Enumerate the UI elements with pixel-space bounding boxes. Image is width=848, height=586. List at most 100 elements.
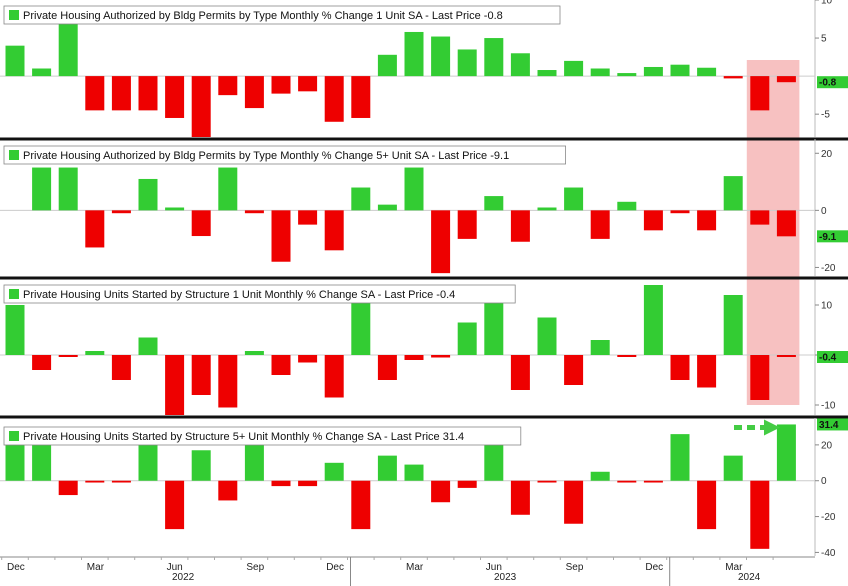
x-year-label: 2024 xyxy=(738,572,761,583)
bar xyxy=(165,207,185,211)
bar xyxy=(32,355,52,370)
bar xyxy=(564,187,584,211)
last-price-tag xyxy=(817,418,848,431)
bar xyxy=(271,210,291,262)
y-tick-label: -20 xyxy=(821,263,836,274)
legend-box xyxy=(3,284,516,304)
legend-swatch xyxy=(9,289,19,299)
x-month-label: Mar xyxy=(406,562,424,573)
bar xyxy=(537,70,557,77)
bar xyxy=(85,480,105,483)
bar xyxy=(564,480,584,524)
bar xyxy=(58,167,78,211)
bar xyxy=(670,64,690,77)
bar xyxy=(537,317,557,355)
bar xyxy=(697,210,717,231)
bar xyxy=(457,210,477,239)
last-price-label: 31.4 xyxy=(819,420,839,431)
bar xyxy=(85,210,105,248)
bar xyxy=(58,355,78,357)
bar xyxy=(457,480,477,488)
bar xyxy=(590,340,610,355)
bar xyxy=(723,295,743,355)
bar xyxy=(271,355,291,375)
legend-swatch xyxy=(9,10,19,20)
y-tick-label: 5 xyxy=(821,34,827,45)
bar xyxy=(298,355,318,363)
bar xyxy=(670,434,690,481)
bar xyxy=(111,480,131,483)
legend-title: Private Housing Authorized by Bldg Permi… xyxy=(23,150,509,162)
bar xyxy=(298,480,318,487)
legend-title: Private Housing Authorized by Bldg Permi… xyxy=(23,10,503,22)
bar xyxy=(431,355,451,358)
y-tick-label: -10 xyxy=(821,401,836,412)
bar xyxy=(537,480,557,483)
bar xyxy=(218,167,238,211)
bar xyxy=(165,480,185,530)
bar xyxy=(244,76,264,109)
x-month-label: Mar xyxy=(87,562,105,573)
x-month-label: Dec xyxy=(645,562,663,573)
x-year-label: 2023 xyxy=(494,572,517,583)
bar xyxy=(457,49,477,77)
bar xyxy=(324,210,344,251)
bar xyxy=(590,68,610,77)
bar xyxy=(32,444,52,481)
y-tick-label: 20 xyxy=(821,149,833,160)
bar xyxy=(590,210,610,239)
y-tick-label: -40 xyxy=(821,548,836,559)
y-tick-label: 0 xyxy=(821,206,827,217)
bar xyxy=(404,167,424,211)
bar xyxy=(510,210,530,242)
bar xyxy=(404,355,424,360)
bar xyxy=(138,178,158,211)
bar xyxy=(298,210,318,225)
bar xyxy=(617,73,637,77)
bar xyxy=(750,355,770,400)
bar xyxy=(138,444,158,481)
bar xyxy=(351,302,371,355)
bar xyxy=(58,480,78,496)
panel-1: 10 5 -5 -0.8 Private Housing Authorized by B… xyxy=(0,0,848,141)
bar xyxy=(431,210,451,274)
bar xyxy=(5,305,25,355)
bar xyxy=(138,337,158,355)
last-price-label: -0.8 xyxy=(819,78,837,89)
y-tick-label: 10 xyxy=(821,0,833,7)
bar xyxy=(457,322,477,355)
bar xyxy=(351,480,371,530)
bar xyxy=(670,355,690,380)
bar xyxy=(165,355,185,415)
bar xyxy=(617,480,637,483)
bar xyxy=(85,351,105,355)
bar xyxy=(484,444,504,481)
bar xyxy=(643,210,663,231)
bar xyxy=(404,464,424,481)
bar xyxy=(750,210,770,225)
bar xyxy=(191,355,211,395)
bar xyxy=(750,76,770,111)
last-price-label: -0.4 xyxy=(819,353,837,364)
bar xyxy=(484,196,504,211)
bar xyxy=(111,210,131,214)
bar xyxy=(244,351,264,355)
bar xyxy=(723,76,743,79)
bar xyxy=(431,36,451,77)
bar xyxy=(537,207,557,211)
y-tick-label: -5 xyxy=(821,110,830,121)
bar xyxy=(191,76,211,137)
bar xyxy=(377,455,397,481)
y-tick-label: 10 xyxy=(821,301,833,312)
panel-4: 20 0 -20 -40 31.4 Private Housing Units Start… xyxy=(0,418,848,559)
bar xyxy=(776,355,796,357)
legend-swatch xyxy=(9,431,19,441)
legend-title: Private Housing Units Started by Structu… xyxy=(23,431,464,443)
bar xyxy=(617,201,637,211)
bar xyxy=(218,355,238,408)
bar xyxy=(670,210,690,214)
bar xyxy=(324,355,344,398)
bar xyxy=(484,38,504,77)
bar xyxy=(244,210,264,214)
